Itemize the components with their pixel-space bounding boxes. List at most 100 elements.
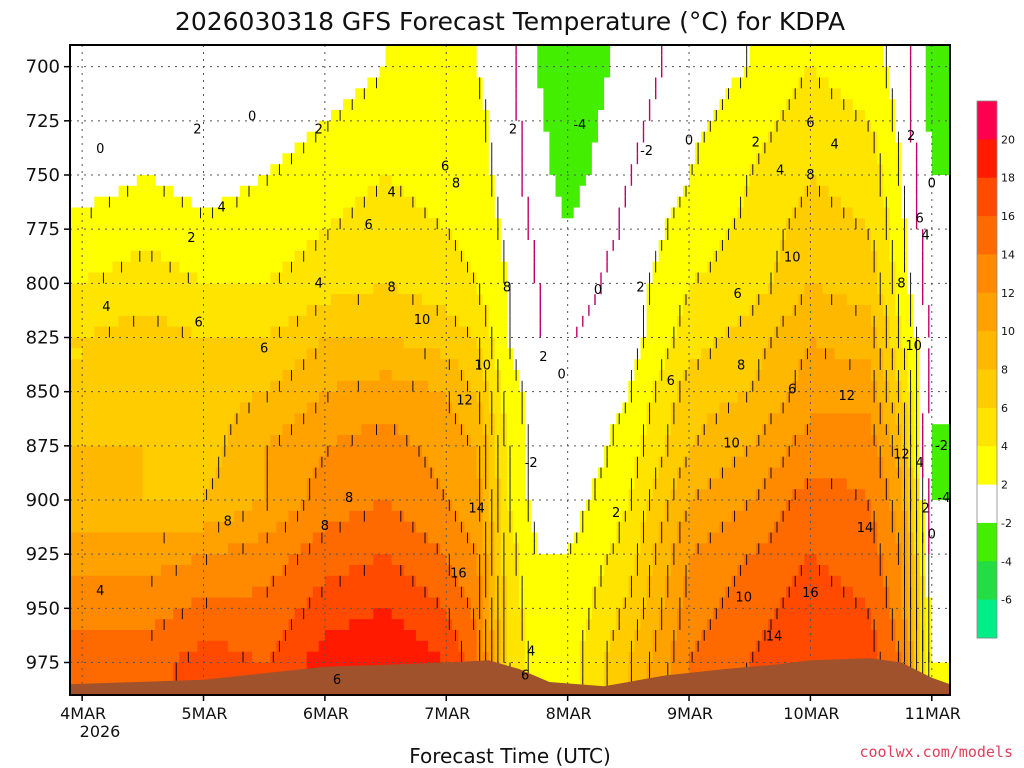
temp-cell: [440, 435, 447, 447]
temp-cell: [124, 348, 132, 360]
temp-cell: [361, 77, 368, 89]
temp-cell: [391, 337, 399, 349]
temp-cell: [312, 88, 320, 100]
temp-cell: [233, 543, 241, 555]
temp-cell: [415, 66, 423, 79]
temp-cell: [337, 153, 344, 165]
temp-cell: [221, 370, 229, 382]
temp-cell: [282, 500, 290, 512]
temp-cell: [167, 380, 174, 393]
temp-cell: [409, 391, 417, 404]
temp-cell: [337, 348, 344, 360]
temp-cell: [94, 575, 101, 588]
temp-cell: [270, 467, 277, 479]
temp-cell: [379, 359, 387, 371]
temp-cell: [148, 218, 156, 230]
temp-cell: [136, 370, 144, 382]
temp-cell: [385, 478, 393, 490]
temp-cell: [179, 294, 186, 306]
temp-cell: [88, 489, 95, 501]
temp-cell: [185, 261, 192, 274]
temp-cell: [525, 391, 532, 404]
temp-cell: [179, 110, 186, 122]
temp-cell: [276, 651, 283, 664]
temp-cell: [391, 283, 399, 295]
temp-cell: [221, 575, 229, 588]
temp-cell: [282, 651, 290, 664]
temp-cell: [112, 619, 120, 631]
temp-cell: [130, 640, 138, 653]
temp-cell: [197, 175, 205, 187]
temp-cell: [543, 575, 551, 588]
temp-cell: [488, 456, 496, 469]
temp-cell: [312, 651, 320, 664]
temp-cell: [549, 240, 557, 252]
temp-cell: [500, 315, 508, 328]
temp-cell: [215, 207, 223, 219]
temp-cell: [227, 640, 235, 653]
temp-cell: [246, 207, 253, 219]
temp-cell: [179, 120, 186, 133]
temp-cell: [458, 575, 466, 588]
temp-cell: [130, 391, 138, 404]
temp-cell: [549, 110, 557, 122]
temp-cell: [197, 229, 205, 241]
temp-cell: [88, 630, 95, 642]
temp-cell: [543, 229, 551, 241]
temp-cell: [543, 110, 551, 122]
temp-cell: [233, 337, 241, 349]
temp-cell: [70, 77, 77, 89]
temp-cell: [76, 88, 83, 100]
temp-cell: [464, 283, 472, 295]
temp-cell: [191, 630, 199, 642]
temp-cell: [409, 510, 417, 523]
temp-cell: [124, 283, 132, 295]
temp-cell: [258, 294, 265, 306]
temp-cell: [142, 456, 150, 469]
temp-cell: [282, 391, 290, 404]
temp-cell: [70, 500, 77, 512]
temp-cell: [148, 153, 156, 165]
temp-cell: [549, 326, 557, 339]
temp-cell: [142, 110, 150, 122]
temp-cell: [70, 478, 77, 490]
temp-cell: [161, 359, 168, 371]
temp-cell: [403, 110, 411, 122]
temp-cell: [312, 110, 320, 122]
temp-cell: [270, 478, 277, 490]
temp-cell: [215, 294, 223, 306]
temp-cell: [112, 359, 120, 371]
temp-cell: [312, 229, 320, 241]
temp-cell: [397, 272, 405, 284]
temp-cell: [288, 510, 296, 523]
temp-cell: [173, 120, 180, 133]
temp-cell: [106, 120, 114, 133]
temp-cell: [494, 175, 502, 187]
temp-cell: [258, 380, 265, 393]
temp-cell: [294, 445, 302, 458]
temp-cell: [507, 402, 514, 414]
temp-cell: [203, 651, 211, 664]
temp-cell: [112, 218, 120, 230]
temp-cell: [130, 305, 138, 317]
temp-cell: [549, 651, 557, 664]
temp-cell: [306, 456, 314, 469]
temp-cell: [118, 391, 126, 404]
temp-cell: [118, 586, 126, 599]
temp-cell: [88, 413, 95, 425]
temp-cell: [403, 380, 411, 393]
temp-cell: [209, 640, 217, 653]
temp-cell: [537, 337, 544, 349]
temp-cell: [349, 391, 356, 404]
temp-cell: [100, 131, 107, 144]
temp-cell: [276, 402, 283, 414]
temp-cell: [136, 543, 144, 555]
temp-cell: [561, 240, 569, 252]
temp-cell: [549, 489, 557, 501]
temp-cell: [519, 207, 526, 219]
temp-cell: [76, 326, 83, 339]
temp-cell: [294, 153, 302, 165]
temp-cell: [258, 99, 265, 111]
temp-cell: [82, 305, 89, 317]
temp-cell: [331, 207, 338, 219]
